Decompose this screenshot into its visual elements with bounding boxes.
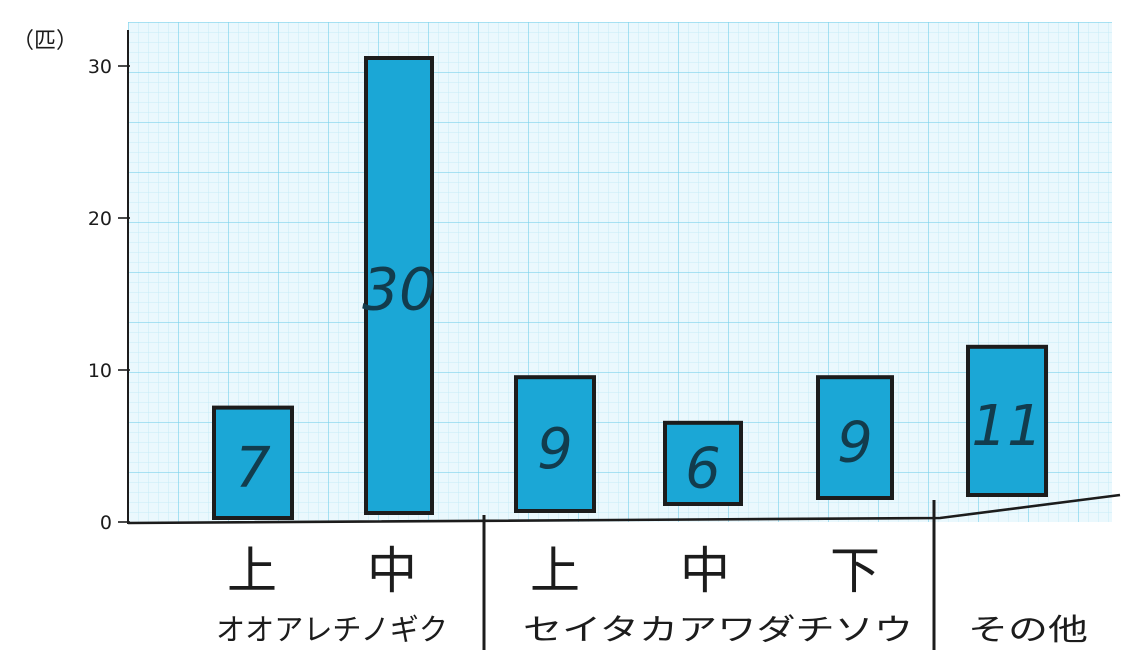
bar-value-label: 6 bbox=[685, 436, 721, 501]
x-axis-line bbox=[127, 493, 1121, 525]
bar bbox=[663, 420, 743, 506]
x-group-label: その他 bbox=[968, 613, 1088, 648]
x-group-label: オオアレチノギク bbox=[216, 613, 448, 648]
x-category-label: 上 bbox=[530, 542, 580, 600]
bar-value-label: 30 bbox=[362, 256, 436, 324]
bar bbox=[212, 405, 294, 521]
bar-value-label: 7 bbox=[235, 436, 271, 501]
bar bbox=[514, 375, 596, 514]
x-category-label: 中 bbox=[680, 542, 730, 600]
x-category-label: 上 bbox=[227, 542, 277, 600]
bar bbox=[364, 56, 434, 515]
bar-value-label: 9 bbox=[837, 411, 873, 476]
bar bbox=[966, 344, 1048, 497]
y-tick-label: 30 bbox=[88, 56, 112, 78]
y-tick-label: 10 bbox=[88, 360, 112, 382]
y-tick-label: 0 bbox=[100, 512, 112, 534]
x-category-label: 中 bbox=[367, 542, 417, 600]
y-axis-unit-label: （匹） bbox=[12, 29, 78, 54]
bar-value-label: 11 bbox=[971, 394, 1042, 459]
bar bbox=[816, 375, 894, 501]
y-tick-label: 20 bbox=[88, 208, 112, 230]
x-category-label: 下 bbox=[830, 542, 880, 600]
bar-value-label: 9 bbox=[537, 417, 573, 482]
x-group-label: セイタカアワダチソウ bbox=[523, 613, 913, 648]
